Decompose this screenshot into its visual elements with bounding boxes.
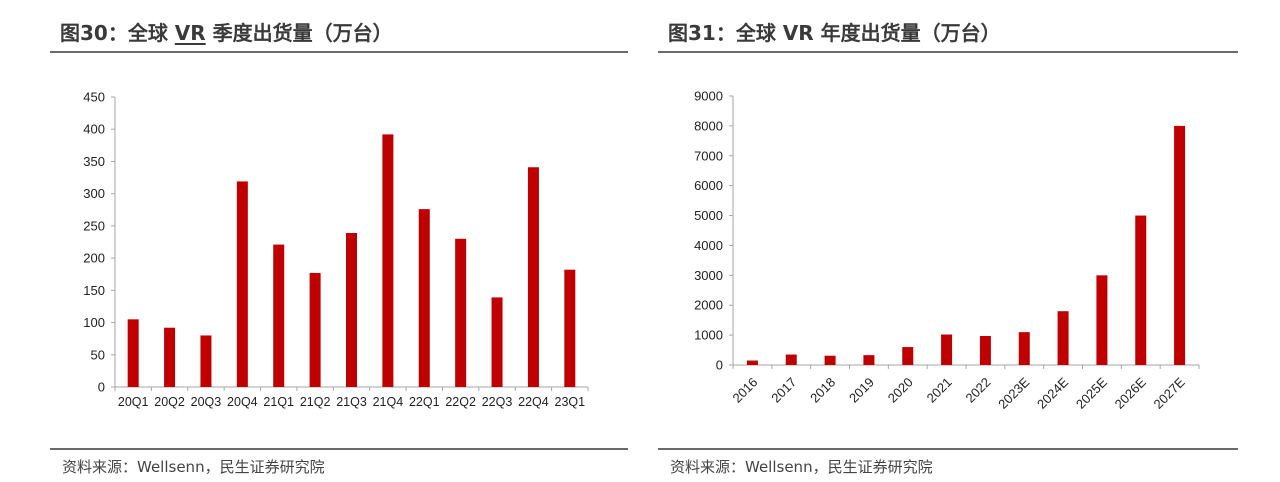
annual-x-tick-label: 2022 <box>962 375 993 406</box>
annual-y-tick-label: 5000 <box>694 208 723 223</box>
quarterly-y-tick-label: 250 <box>83 218 105 233</box>
annual-bar <box>824 355 836 365</box>
quarterly-x-tick-label: 22Q3 <box>482 395 513 409</box>
quarterly-y-tick-label: 150 <box>83 283 105 298</box>
quarterly-x-tick-label: 20Q2 <box>154 395 185 409</box>
annual-x-tick-label: 2023E <box>995 374 1032 411</box>
quarterly-y-tick-label: 450 <box>83 90 105 105</box>
annual-bar <box>1057 311 1069 365</box>
quarterly-x-tick-label: 23Q1 <box>555 395 586 409</box>
quarterly-bar <box>455 238 467 387</box>
left-title-prefix: 图30：全球 <box>60 21 175 45</box>
quarterly-bar <box>273 244 285 387</box>
quarterly-y-tick-label: 350 <box>83 154 105 169</box>
annual-bar <box>979 336 991 365</box>
annual-y-tick-label: 9000 <box>694 89 723 104</box>
left-bottom-rule <box>50 448 628 450</box>
right-top-rule <box>658 51 1238 53</box>
quarterly-x-tick-label: 20Q3 <box>191 395 222 409</box>
annual-y-tick-label: 1000 <box>694 328 723 343</box>
right-source-note: 资料来源：Wellsenn，民生证券研究院 <box>670 458 933 476</box>
annual-shipments-chart: 0 1000 2000 3000 4000 5000 6000 7000 8000 9000 201… <box>694 89 1200 412</box>
quarterly-bar <box>491 297 503 387</box>
annual-bar <box>746 360 758 365</box>
right-figure-title: 图31：全球 VR 年度出货量（万台） <box>668 21 1001 45</box>
quarterly-bar <box>382 134 394 387</box>
quarterly-bar <box>309 272 321 387</box>
quarterly-bar <box>346 232 357 387</box>
quarterly-bar <box>236 181 248 387</box>
annual-bar <box>1174 125 1186 365</box>
quarterly-x-tick-label: 21Q2 <box>300 395 331 409</box>
quarterly-shipments-chart: 0 50 100 150 200 250 300 350 400 450 20Q1 20Q2 20Q3 2… <box>83 90 589 409</box>
annual-y-tick-label: 4000 <box>694 238 723 253</box>
annual-bar <box>1018 332 1030 365</box>
quarterly-bar <box>164 327 176 387</box>
quarterly-x-tick-label: 22Q1 <box>409 395 440 409</box>
quarterly-y-tick-label: 200 <box>83 251 105 266</box>
annual-y-tick-label: 7000 <box>694 148 723 163</box>
left-figure-panel: 图30：全球 VR 季度出货量（万台） 0 50 100 150 200 250 300 35… <box>50 0 628 482</box>
quarterly-x-tick-label: 21Q4 <box>373 395 404 409</box>
left-top-rule <box>50 51 628 53</box>
quarterly-y-tick-label: 0 <box>98 380 105 395</box>
left-title-suffix: 季度出货量（万台） <box>205 21 393 45</box>
quarterly-bar <box>418 209 430 387</box>
annual-x-tick-label: 2019 <box>846 375 877 406</box>
annual-x-tick-label: 2016 <box>729 375 760 406</box>
quarterly-y-tick-label: 400 <box>83 122 105 137</box>
annual-bar <box>902 347 914 365</box>
annual-bar <box>1096 275 1108 365</box>
annual-bar <box>1135 215 1147 365</box>
quarterly-x-tick-label: 20Q1 <box>118 395 149 409</box>
left-source-note: 资料来源：Wellsenn，民生证券研究院 <box>62 458 325 476</box>
annual-x-tick-label: 2017 <box>768 375 799 406</box>
quarterly-x-tick-label: 21Q1 <box>263 395 294 409</box>
annual-y-tick-label: 0 <box>716 358 723 373</box>
quarterly-y-tick-label: 100 <box>83 315 105 330</box>
quarterly-bar <box>127 319 139 387</box>
annual-x-tick-label: 2020 <box>885 375 916 406</box>
quarterly-y-tick-label: 300 <box>83 186 105 201</box>
quarterly-x-tick-label: 22Q2 <box>445 395 476 409</box>
annual-bar <box>941 334 953 365</box>
quarterly-x-tick-label: 22Q4 <box>518 395 549 409</box>
annual-x-tick-label: 2018 <box>807 375 838 406</box>
annual-bar <box>785 354 797 365</box>
annual-y-tick-label: 3000 <box>694 268 723 283</box>
quarterly-bar <box>564 269 576 387</box>
quarterly-x-tick-label: 21Q3 <box>336 395 367 409</box>
quarterly-x-tick-label: 20Q4 <box>227 395 258 409</box>
annual-x-tick-label: 2027E <box>1151 374 1188 411</box>
right-figure-panel: 图31：全球 VR 年度出货量（万台） 0 1000 2000 3000 4000 500… <box>658 0 1238 482</box>
annual-y-tick-label: 6000 <box>694 178 723 193</box>
quarterly-bar <box>527 167 539 387</box>
quarterly-y-tick-label: 50 <box>91 347 105 362</box>
left-title-vr-link[interactable]: VR <box>174 21 206 45</box>
annual-x-tick-label: 2025E <box>1073 374 1110 411</box>
annual-bar <box>863 355 875 365</box>
quarterly-bar <box>200 335 212 387</box>
left-figure-title: 图30：全球 VR 季度出货量（万台） <box>60 17 393 46</box>
annual-x-tick-label: 2026E <box>1112 374 1149 411</box>
annual-x-tick-label: 2024E <box>1034 374 1071 411</box>
right-bottom-rule <box>658 448 1238 450</box>
annual-x-tick-label: 2021 <box>924 375 955 406</box>
annual-y-tick-label: 8000 <box>694 118 723 133</box>
annual-y-tick-label: 2000 <box>694 298 723 313</box>
